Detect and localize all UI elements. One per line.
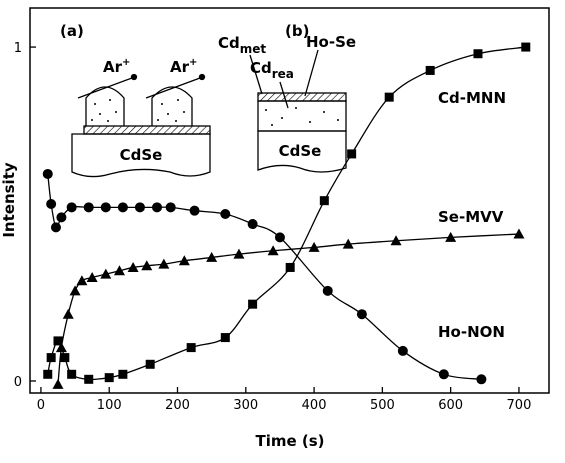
circle-marker (51, 222, 61, 232)
square-marker (84, 375, 93, 384)
series-curve (48, 174, 482, 379)
x-tick-label: 400 (302, 398, 327, 413)
circle-marker (275, 232, 285, 242)
circle-marker (220, 209, 230, 219)
series-label: Ho-NON (438, 323, 505, 341)
square-marker (521, 43, 530, 52)
square-marker (67, 370, 76, 379)
circle-marker (323, 286, 333, 296)
arrow (78, 78, 132, 98)
square-marker (473, 49, 482, 58)
arrow (146, 78, 200, 98)
ion (132, 75, 137, 80)
triangle-marker (513, 229, 524, 239)
ion-charge: + (122, 57, 130, 68)
square-marker (43, 370, 52, 379)
circle-marker (135, 202, 145, 212)
substrate-label: CdSe (279, 142, 322, 160)
x-tick-label: 200 (165, 398, 190, 413)
inset-label: (a) (60, 22, 84, 40)
circle-marker (166, 202, 176, 212)
square-marker (286, 263, 295, 272)
ion-text: Ar (103, 58, 123, 76)
layer (84, 126, 210, 134)
triangle-marker (52, 379, 63, 389)
x-tick-label: 0 (37, 398, 45, 413)
square-marker (248, 300, 257, 309)
layer-sub: rea (272, 67, 294, 81)
x-tick-label: 600 (438, 398, 463, 413)
y-tick-label: 1 (14, 41, 22, 56)
square-marker (385, 93, 394, 102)
layer-label: Cdmet (218, 34, 266, 56)
series-label: Se-MVV (438, 208, 504, 226)
circle-marker (46, 199, 56, 209)
square-marker (105, 373, 114, 382)
layer-rea (258, 101, 346, 131)
inset-a: (a) Ar+ Ar+ CdSe (60, 22, 210, 177)
circle-marker (248, 219, 258, 229)
pointer (305, 50, 318, 96)
circle-marker (67, 202, 77, 212)
x-axis-label: Time (s) (255, 432, 324, 450)
square-marker (60, 353, 69, 362)
circle-marker (439, 369, 449, 379)
circle-marker (43, 169, 53, 179)
substrate-label: CdSe (120, 146, 163, 164)
layer-sub: met (240, 42, 267, 56)
series-label: Cd-MNN (438, 89, 506, 107)
circle-marker (357, 309, 367, 319)
circle-marker (101, 202, 111, 212)
dots (265, 107, 339, 126)
circle-marker (56, 212, 66, 222)
x-tick-label: 700 (507, 398, 532, 413)
triangle-marker (76, 275, 87, 285)
ion (200, 75, 205, 80)
series-curve (58, 234, 519, 384)
square-marker (146, 360, 155, 369)
triangle-marker (63, 309, 74, 319)
layer-text: Cd (218, 34, 240, 52)
circle-marker (398, 346, 408, 356)
layer-met (258, 93, 346, 101)
inset-b: (b) Cdmet Cdrea Ho-Se CdSe (218, 22, 356, 172)
ion-charge: + (189, 57, 197, 68)
ion-text: Ar (170, 58, 190, 76)
layer-label: Ho-Se (306, 33, 356, 51)
circle-marker (190, 206, 200, 216)
square-marker (118, 370, 127, 379)
square-marker (426, 66, 435, 75)
circle-marker (476, 374, 486, 384)
square-marker (47, 353, 56, 362)
circle-marker (118, 202, 128, 212)
y-tick-label: 0 (14, 375, 22, 390)
y-axis-label: Intensity (0, 162, 18, 238)
x-tick-label: 100 (97, 398, 122, 413)
square-marker (320, 196, 329, 205)
x-tick-label: 500 (370, 398, 395, 413)
square-marker (187, 343, 196, 352)
x-tick-label: 300 (233, 398, 258, 413)
circle-marker (152, 202, 162, 212)
layer-text: Cd (250, 59, 272, 77)
circle-marker (84, 202, 94, 212)
square-marker (221, 333, 230, 342)
square-marker (347, 149, 356, 158)
ion-label: Ar+ (103, 57, 130, 76)
triangle-marker (70, 285, 81, 295)
dots (91, 99, 185, 122)
ion-label: Ar+ (170, 57, 197, 76)
chart: Time (s) Intensity (a) Ar+ Ar+ CdSe (b) … (0, 0, 565, 459)
